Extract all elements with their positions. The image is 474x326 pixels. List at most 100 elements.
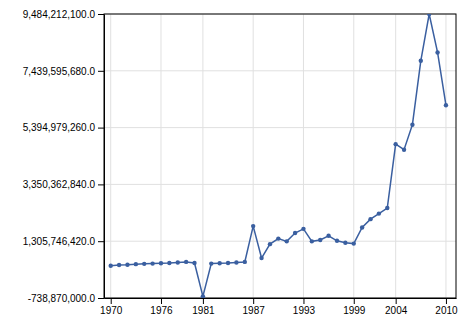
point xyxy=(360,225,364,229)
grid-line-x xyxy=(395,14,396,298)
point xyxy=(109,264,113,268)
point xyxy=(368,217,372,221)
point xyxy=(301,227,305,231)
x-tick-label: 1999 xyxy=(343,305,366,316)
x-tick: 2010 xyxy=(435,298,458,316)
point xyxy=(427,14,431,16)
y-tick-label: 7,439,595,680.0 xyxy=(23,66,96,77)
x-tick-label: 1993 xyxy=(293,305,316,316)
point xyxy=(352,241,356,245)
y-tick: 3,350,362,840.0 xyxy=(23,179,104,190)
point xyxy=(293,231,297,235)
point xyxy=(377,211,381,215)
plot: 1970 1976 1981 1987 1993 1999 2004 2010 -738,870… xyxy=(23,9,458,316)
x-tick-label: 2010 xyxy=(435,305,458,316)
x-tick-label: 1976 xyxy=(150,305,173,316)
point xyxy=(343,241,347,245)
line xyxy=(111,14,446,296)
grid-line-x xyxy=(202,14,203,298)
point xyxy=(167,261,171,265)
y-axis: -738,870,000.0 1,305,746,420.0 3,350,362,8… xyxy=(23,9,105,304)
y-tick-mark xyxy=(98,184,104,185)
point xyxy=(410,122,414,126)
point xyxy=(117,263,121,267)
grid-line-x xyxy=(160,14,161,298)
point xyxy=(259,256,263,260)
point xyxy=(217,261,221,265)
point xyxy=(419,59,423,63)
point xyxy=(435,50,439,54)
y-tick-label: 9,484,212,100.0 xyxy=(23,9,96,20)
point xyxy=(125,262,129,266)
x-tick-mark xyxy=(203,298,204,304)
point xyxy=(184,260,188,264)
point xyxy=(326,234,330,238)
x-tick-mark xyxy=(253,298,254,304)
grid-line-x xyxy=(353,14,354,298)
y-tick-mark xyxy=(98,14,104,15)
y-tick-label: 1,305,746,420.0 xyxy=(23,236,96,247)
x-tick-mark xyxy=(161,298,162,304)
y-tick-label: -738,870,000.0 xyxy=(28,293,96,304)
x-axis: 1970 1976 1981 1987 1993 1999 2004 2010 xyxy=(100,298,458,316)
x-tick: 1999 xyxy=(343,298,366,316)
point xyxy=(268,242,272,246)
grid-line-y xyxy=(104,184,456,185)
x-tick: 1993 xyxy=(293,298,316,316)
y-tick-mark xyxy=(98,298,104,299)
grid xyxy=(104,14,456,298)
point xyxy=(192,261,196,265)
x-tick-mark xyxy=(446,298,447,304)
x-tick: 1970 xyxy=(100,298,123,316)
y-tick: -738,870,000.0 xyxy=(28,293,104,304)
plot-frame xyxy=(104,14,456,298)
point xyxy=(444,103,448,107)
point xyxy=(142,262,146,266)
chart: 1970 1976 1981 1987 1993 1999 2004 2010 -738,870… xyxy=(0,0,474,326)
y-tick: 9,484,212,100.0 xyxy=(23,9,104,20)
grid-line-x xyxy=(445,14,446,298)
point xyxy=(134,262,138,266)
grid-line-x xyxy=(303,14,304,298)
y-tick-mark xyxy=(98,128,104,129)
point xyxy=(243,260,247,264)
y-tick: 7,439,595,680.0 xyxy=(23,66,104,77)
x-tick: 2004 xyxy=(385,298,408,316)
point xyxy=(393,142,397,146)
point xyxy=(176,260,180,264)
x-tick-label: 1981 xyxy=(192,305,215,316)
point xyxy=(159,261,163,265)
point xyxy=(150,261,154,265)
y-tick-label: 5,394,979,260.0 xyxy=(23,122,96,133)
point xyxy=(310,239,314,243)
x-tick: 1976 xyxy=(150,298,173,316)
grid-line-x xyxy=(253,14,254,298)
point xyxy=(385,206,389,210)
grid-line-y xyxy=(104,127,456,128)
point xyxy=(402,147,406,151)
x-tick-mark xyxy=(396,298,397,304)
series xyxy=(109,14,449,298)
x-tick-label: 1987 xyxy=(243,305,266,316)
grid-line-y xyxy=(104,70,456,71)
point xyxy=(276,236,280,240)
x-tick: 1987 xyxy=(243,298,266,316)
y-tick: 5,394,979,260.0 xyxy=(23,122,104,133)
point xyxy=(318,238,322,242)
point xyxy=(251,224,255,228)
y-tick-mark xyxy=(98,71,104,72)
x-tick-label: 2004 xyxy=(385,305,408,316)
y-tick-mark xyxy=(98,241,104,242)
y-tick: 1,305,746,420.0 xyxy=(23,236,104,247)
point xyxy=(234,260,238,264)
grid-line-y xyxy=(104,241,456,242)
x-tick-mark xyxy=(111,298,112,304)
point xyxy=(201,294,205,298)
x-tick-mark xyxy=(354,298,355,304)
point xyxy=(226,261,230,265)
y-tick-label: 3,350,362,840.0 xyxy=(23,179,96,190)
x-tick-label: 1970 xyxy=(100,305,123,316)
x-tick: 1981 xyxy=(192,298,215,316)
point xyxy=(285,239,289,243)
x-tick-mark xyxy=(303,298,304,304)
